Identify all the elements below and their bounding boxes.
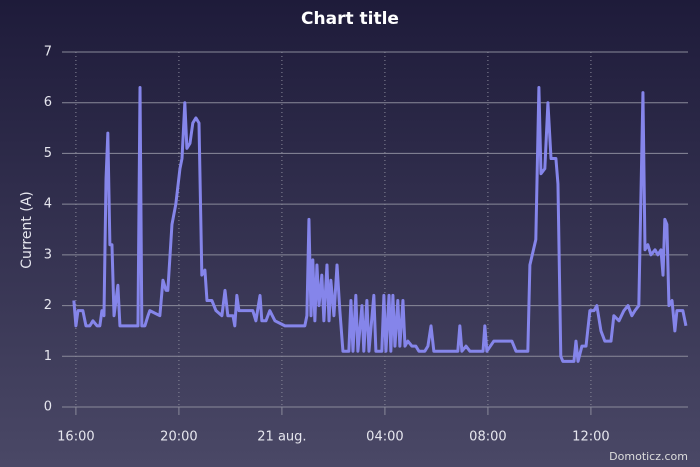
- credit: Domoticz.com: [609, 450, 688, 463]
- y-tick-label: 7: [44, 45, 52, 60]
- chart-title: Chart title: [301, 9, 399, 29]
- x-tick-label: 16:00: [57, 430, 94, 445]
- x-tick-label: 04:00: [366, 430, 403, 445]
- y-tick-label: 0: [44, 400, 52, 415]
- y-tick-label: 5: [44, 146, 52, 161]
- x-tick-label: 21 aug.: [257, 430, 306, 445]
- y-tick-label: 6: [44, 95, 52, 110]
- y-tick-label: 4: [44, 197, 52, 212]
- x-tick-label: 12:00: [572, 430, 609, 445]
- x-tick-label: 08:00: [469, 430, 506, 445]
- y-tick-label: 1: [44, 349, 52, 364]
- x-tick-label: 20:00: [160, 430, 197, 445]
- y-axis-label: Current (A): [19, 191, 35, 269]
- series-line: [72, 86, 688, 363]
- y-tick-label: 3: [44, 247, 52, 262]
- y-tick-label: 2: [44, 298, 52, 313]
